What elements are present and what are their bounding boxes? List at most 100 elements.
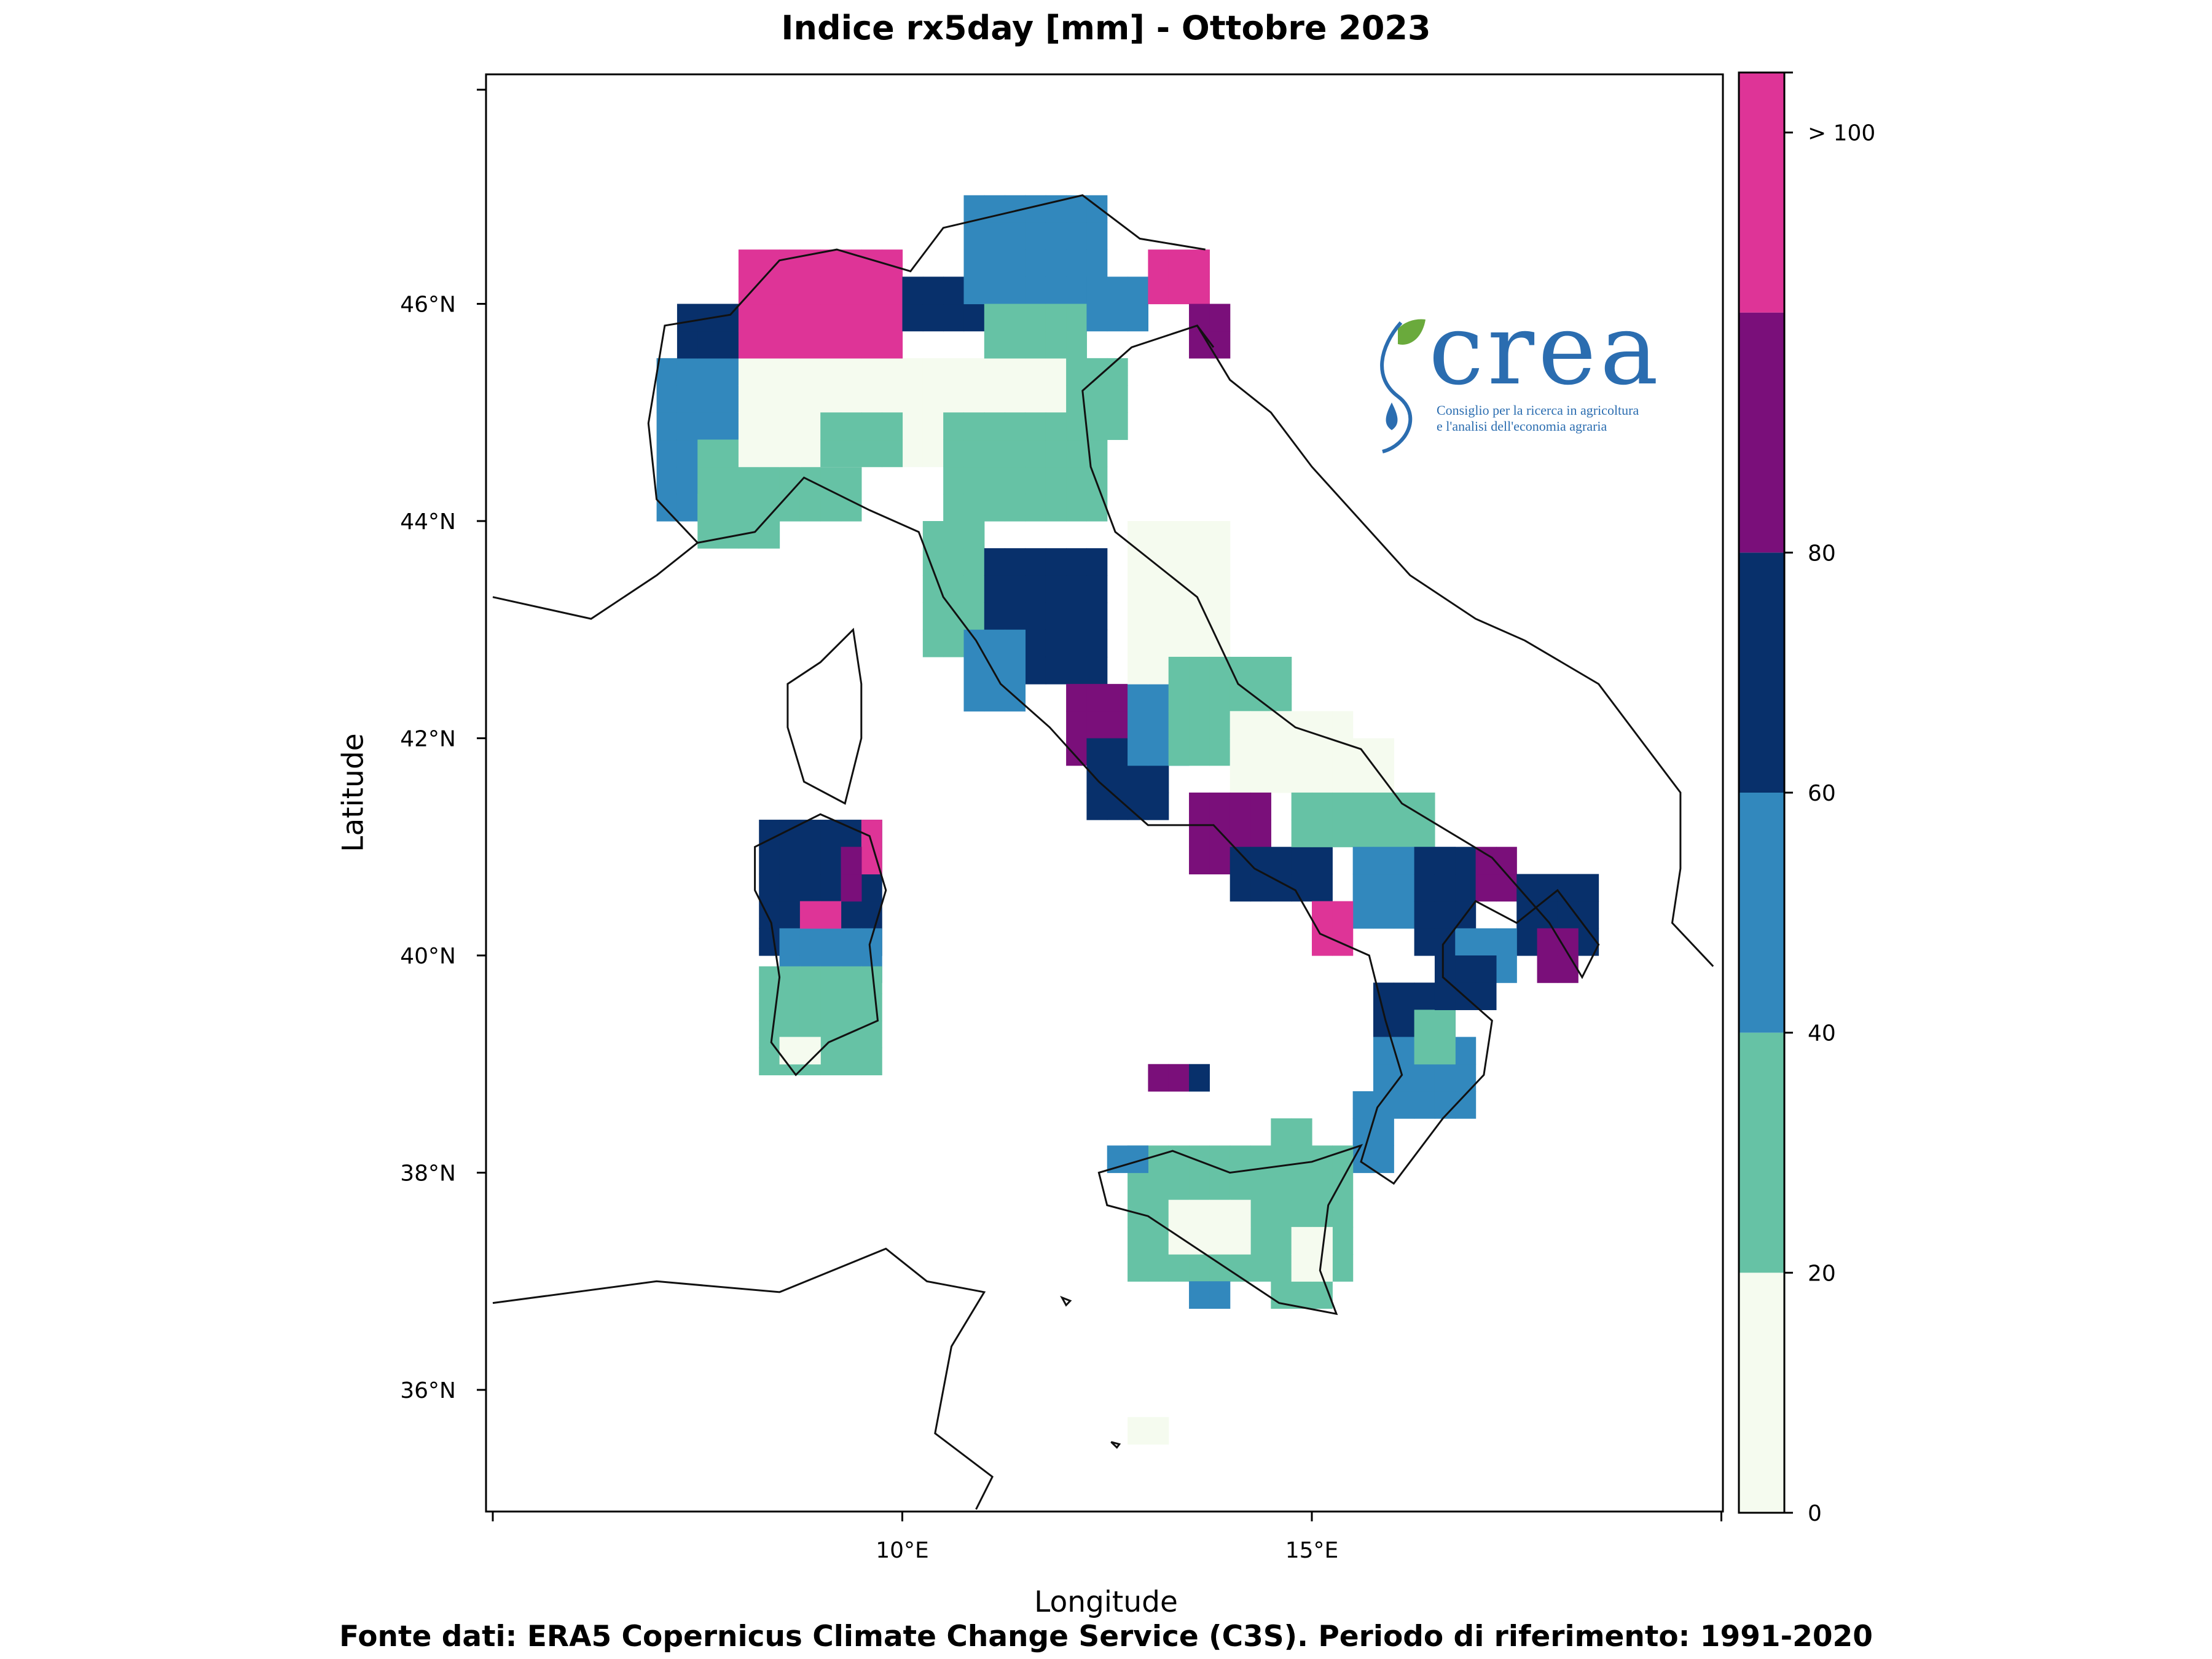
grid-cell bbox=[1578, 901, 1599, 929]
grid-cell bbox=[656, 412, 678, 441]
grid-cell bbox=[1128, 711, 1148, 739]
grid-cell bbox=[1168, 656, 1190, 684]
crea-logo: crea Consiglio per la ricerca in agricol… bbox=[1364, 292, 1658, 458]
grid-cell bbox=[1148, 521, 1169, 549]
grid-cell bbox=[799, 358, 821, 386]
grid-cell bbox=[1025, 493, 1046, 522]
grid-cell bbox=[1332, 928, 1354, 956]
grid-cell bbox=[1475, 982, 1497, 1010]
grid-cell bbox=[1148, 792, 1169, 820]
grid-cell bbox=[799, 439, 821, 468]
grid-cell bbox=[656, 385, 678, 413]
grid-cell bbox=[984, 304, 1005, 332]
grid-cell bbox=[1107, 711, 1128, 739]
grid-cell bbox=[759, 276, 780, 305]
grid-cell bbox=[820, 847, 842, 875]
grid-cell bbox=[759, 1048, 780, 1076]
grid-cell bbox=[1148, 1254, 1169, 1282]
grid-cell bbox=[820, 304, 842, 332]
grid-cell bbox=[841, 1021, 862, 1048]
grid-cell bbox=[1332, 792, 1354, 820]
grid-cell bbox=[1066, 629, 1088, 657]
grid-cell bbox=[799, 928, 821, 956]
grid-cell bbox=[1394, 1010, 1415, 1038]
grid-cell bbox=[1025, 249, 1046, 277]
grid-cell bbox=[1189, 276, 1210, 305]
grid-cell bbox=[1148, 1417, 1169, 1445]
grid-cell bbox=[718, 331, 739, 359]
grid-cell bbox=[1373, 1145, 1394, 1174]
grid-cell bbox=[1189, 847, 1210, 875]
grid-cell bbox=[1128, 738, 1148, 766]
grid-cell bbox=[820, 493, 842, 522]
grid-cell bbox=[1516, 928, 1538, 956]
grid-cell bbox=[1312, 847, 1333, 875]
grid-cell bbox=[1025, 276, 1046, 305]
grid-cell bbox=[1209, 1199, 1231, 1228]
grid-cell bbox=[1148, 1064, 1169, 1092]
grid-cell bbox=[943, 493, 965, 522]
grid-cell bbox=[1086, 792, 1108, 820]
grid-cell bbox=[1209, 820, 1231, 847]
grid-cell bbox=[963, 629, 985, 657]
grid-cell bbox=[1045, 493, 1067, 522]
grid-cell bbox=[1025, 358, 1046, 386]
colorbar-tick-label: 0 bbox=[1808, 1501, 1822, 1526]
grid-cell bbox=[779, 412, 801, 441]
grid-cell bbox=[841, 966, 862, 994]
grid-cell bbox=[1025, 331, 1046, 359]
grid-cell bbox=[779, 1037, 801, 1065]
grid-cell bbox=[1312, 1172, 1333, 1201]
grid-cell bbox=[943, 385, 965, 413]
grid-cell bbox=[1250, 765, 1271, 793]
grid-cell bbox=[984, 493, 1005, 522]
grid-cell bbox=[820, 249, 842, 277]
grid-cell bbox=[1086, 249, 1108, 277]
grid-cell bbox=[1107, 738, 1128, 766]
grid-cell bbox=[1414, 1064, 1435, 1092]
grid-cell bbox=[861, 385, 882, 413]
grid-cell bbox=[677, 412, 698, 441]
grid-cell bbox=[1230, 765, 1251, 793]
grid-cell bbox=[984, 385, 1005, 413]
grid-cell bbox=[1271, 711, 1292, 739]
grid-cell bbox=[779, 276, 801, 305]
grid-cell bbox=[1394, 1064, 1415, 1092]
grid-cell bbox=[1414, 1010, 1435, 1038]
grid-cell bbox=[1394, 874, 1415, 902]
grid-cell bbox=[1148, 656, 1169, 684]
grid-cell bbox=[1250, 847, 1271, 875]
grid-cell bbox=[779, 385, 801, 413]
grid-cell bbox=[1394, 901, 1415, 929]
grid-cell bbox=[1045, 385, 1067, 413]
grid-cell bbox=[820, 276, 842, 305]
grid-cell bbox=[1332, 765, 1354, 793]
grid-cell bbox=[1414, 928, 1435, 956]
grid-cell bbox=[1455, 928, 1477, 956]
grid-cell bbox=[799, 820, 821, 847]
grid-cell bbox=[1189, 575, 1210, 603]
grid-cell bbox=[1045, 548, 1067, 576]
grid-cell bbox=[779, 358, 801, 386]
grid-cell bbox=[1373, 874, 1394, 902]
grid-cell bbox=[1271, 847, 1292, 875]
grid-cell bbox=[799, 874, 821, 902]
grid-cell bbox=[963, 358, 985, 386]
grid-cell bbox=[861, 249, 882, 277]
grid-cell bbox=[963, 385, 985, 413]
grid-cell bbox=[1168, 602, 1190, 630]
grid-cell bbox=[1107, 276, 1128, 305]
grid-cell bbox=[841, 1048, 862, 1076]
grid-cell bbox=[1557, 874, 1579, 902]
grid-cell bbox=[1230, 1172, 1251, 1201]
grid-cell bbox=[861, 276, 882, 305]
grid-cell bbox=[1168, 1145, 1190, 1174]
grid-cell bbox=[1230, 820, 1251, 847]
grid-cell bbox=[1352, 820, 1374, 847]
grid-cell bbox=[656, 466, 678, 495]
grid-cell bbox=[841, 466, 862, 495]
grid-cell bbox=[1025, 466, 1046, 495]
grid-cell bbox=[677, 466, 698, 495]
grid-cell bbox=[984, 249, 1005, 277]
grid-cell bbox=[1148, 276, 1169, 305]
